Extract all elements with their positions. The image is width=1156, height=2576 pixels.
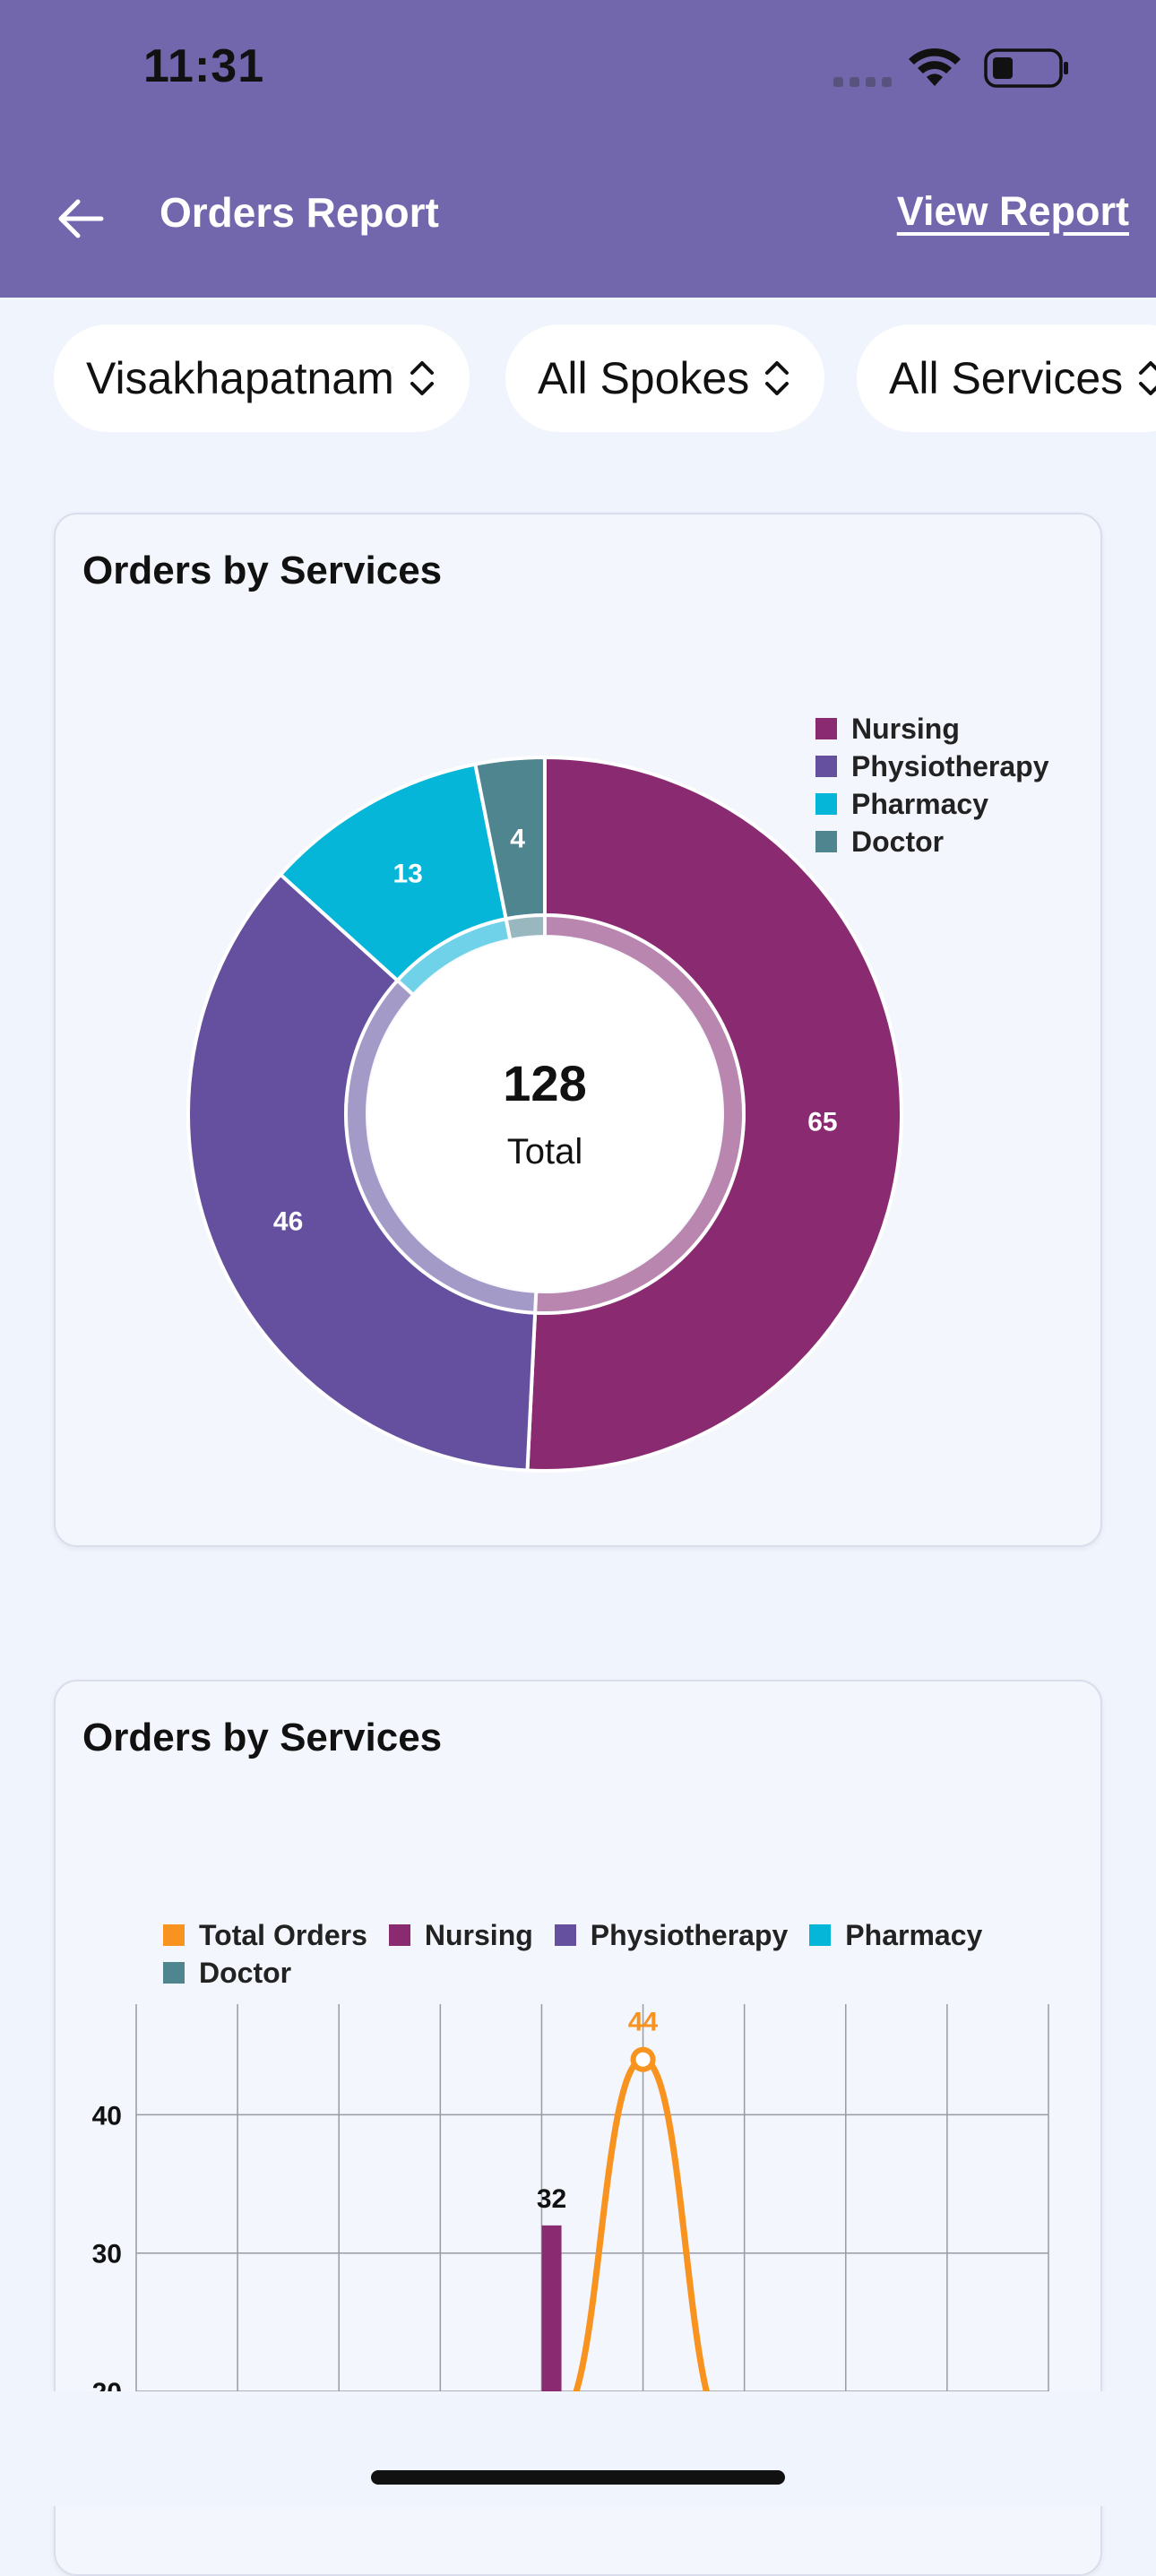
legend-item-doctor[interactable]: Doctor	[163, 1954, 291, 1992]
bar-label-nursing: 32	[537, 2184, 566, 2214]
pie-card-title: Orders by Services	[82, 549, 443, 592]
line-legend: Total Orders Nursing Physiotherapy Pharm…	[163, 1916, 1023, 1992]
status-time: 11:31	[143, 40, 265, 92]
pie-label-nursing: 65	[807, 1108, 837, 1137]
city-select-value: Visakhapatnam	[86, 353, 394, 403]
line-card-title: Orders by Services	[82, 1716, 443, 1759]
wifi-icon	[909, 48, 961, 86]
pie-label-pharmacy: 13	[393, 859, 423, 888]
city-select[interactable]: Visakhapatnam	[54, 324, 470, 432]
y-tick-label: 40	[92, 2101, 122, 2131]
page-title: Orders Report	[160, 189, 439, 236]
donut-chart: 128 Total 65 46 13 4	[186, 755, 904, 1473]
legend-item-pharmacy[interactable]: Pharmacy	[809, 1916, 982, 1954]
pie-legend: Nursing Physiotherapy Pharmacy Doctor	[815, 710, 1049, 860]
legend-item-doctor[interactable]: Doctor	[815, 823, 1049, 860]
cellular-signal-icon	[833, 77, 896, 88]
legend-item-nursing[interactable]: Nursing	[815, 710, 1049, 748]
sort-chevrons-icon	[765, 361, 789, 395]
legend-item-nursing[interactable]: Nursing	[388, 1916, 533, 1954]
back-button[interactable]	[52, 190, 109, 247]
spoke-select-value: All Spokes	[538, 353, 750, 403]
view-report-link[interactable]: View Report	[896, 188, 1129, 234]
donut-center	[367, 937, 722, 1292]
legend-item-physiotherapy[interactable]: Physiotherapy	[554, 1916, 788, 1954]
service-select-value: All Services	[889, 353, 1124, 403]
app-bar: Orders Report View Report	[0, 134, 1156, 298]
pie-label-physiotherapy: 46	[273, 1207, 303, 1237]
sort-chevrons-icon	[1139, 361, 1156, 395]
spoke-select[interactable]: All Spokes	[505, 324, 825, 432]
pie-label-doctor: 4	[510, 824, 525, 853]
back-arrow-icon	[58, 199, 104, 238]
legend-item-total-orders[interactable]: Total Orders	[163, 1916, 367, 1954]
orders-by-services-pie-card: Orders by Services Nursing Physiotherapy…	[54, 513, 1102, 1547]
status-bar: 11:31	[0, 0, 1156, 134]
battery-icon	[984, 48, 1068, 88]
home-indicator[interactable]	[371, 2470, 785, 2485]
service-select[interactable]: All Services	[857, 324, 1156, 432]
y-tick-label: 30	[92, 2240, 122, 2269]
bar-nursing[interactable]	[541, 2225, 562, 2399]
sort-chevrons-icon	[410, 361, 434, 395]
line-label-total-orders: 44	[628, 2008, 659, 2037]
legend-item-pharmacy[interactable]: Pharmacy	[815, 785, 1049, 823]
filter-bar: Visakhapatnam All Spokes All Services	[0, 324, 1156, 434]
bottom-safe-area	[0, 2391, 1156, 2506]
pie-inner-ring-doctor	[504, 912, 547, 943]
legend-item-physiotherapy[interactable]: Physiotherapy	[815, 748, 1049, 785]
line-point-total-orders[interactable]	[630, 2046, 656, 2072]
donut-total-value: 128	[503, 1055, 586, 1111]
donut-total-label: Total	[507, 1132, 583, 1171]
